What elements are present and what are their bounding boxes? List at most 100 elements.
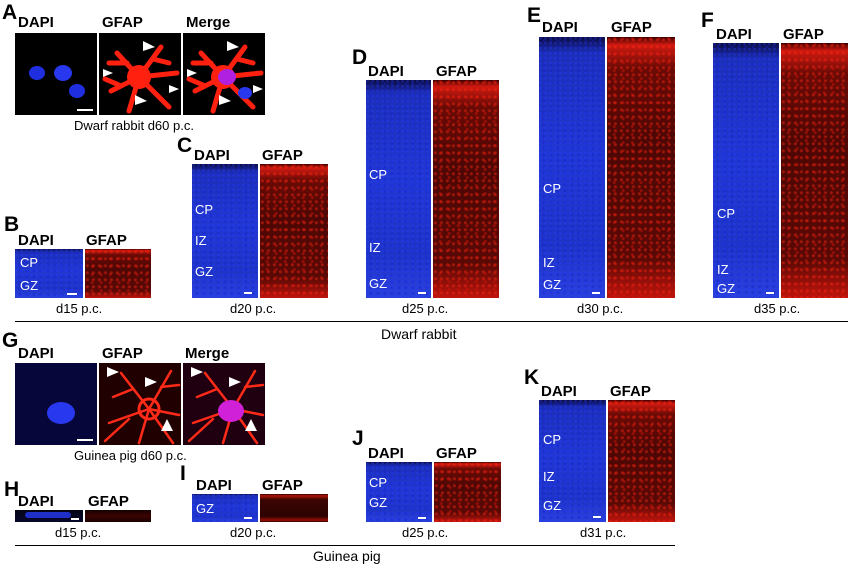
panel-b-dapi-image: CP GZ	[15, 249, 83, 298]
panel-e-dapi-image: CP IZ GZ	[539, 37, 605, 298]
panel-d-gfap-image	[433, 80, 499, 298]
panel-letter-b: B	[4, 213, 20, 236]
panel-letter-c: C	[177, 134, 193, 157]
panel-f-gfap-label: GFAP	[783, 26, 824, 43]
zone-label-gz: GZ	[196, 501, 215, 516]
panel-k-dapi-image: CP IZ GZ	[539, 400, 606, 522]
panel-letter-d: D	[352, 46, 368, 69]
zone-label-cp: CP	[195, 202, 214, 217]
panel-g-gfap-label: GFAP	[102, 345, 143, 362]
panel-g-gfap-image	[99, 363, 181, 445]
panel-i-gfap-image	[260, 494, 328, 522]
zone-label-cp: CP	[369, 167, 388, 182]
scale-bar	[592, 292, 600, 294]
zone-label-cp: CP	[543, 432, 562, 447]
panel-letter-j: J	[352, 427, 364, 450]
panel-c-dapi-image: CP IZ GZ	[192, 164, 258, 298]
panel-f-dapi-image: CP IZ GZ	[713, 43, 779, 298]
panel-h-dapi-image	[15, 510, 83, 522]
panel-c-gfap-image	[260, 164, 328, 298]
panel-a-gfap-label: GFAP	[102, 14, 143, 31]
panel-g-dapi-nucleus	[47, 402, 93, 441]
panel-g-merge-label: Merge	[185, 345, 230, 362]
zone-label-gz: GZ	[20, 278, 39, 293]
panel-j-caption: d25 p.c.	[402, 525, 449, 540]
panel-e-caption: d30 p.c.	[577, 301, 624, 316]
panel-j-gfap-image	[434, 462, 501, 522]
panel-k-gfap-image	[608, 400, 675, 522]
group-label-guinea: Guinea pig	[313, 548, 381, 564]
panel-k-caption: d31 p.c.	[580, 525, 627, 540]
panel-b-dapi-label: DAPI	[18, 232, 54, 249]
panel-d-gfap-label: GFAP	[436, 63, 477, 80]
panel-letter-e: E	[527, 4, 542, 27]
panel-f-gfap-image	[781, 43, 848, 298]
panel-i-dapi-label: DAPI	[196, 477, 232, 494]
panel-f-dapi-label: DAPI	[716, 26, 752, 43]
zone-label-gz: GZ	[543, 498, 562, 513]
panel-letter-a: A	[2, 1, 18, 24]
group-divider-rabbit	[15, 321, 848, 322]
zone-label-gz: GZ	[369, 495, 388, 510]
panel-f-caption: d35 p.c.	[754, 301, 801, 316]
panel-d-caption: d25 p.c.	[402, 301, 449, 316]
panel-g-merge-image	[183, 363, 265, 445]
panel-a-merge-image	[183, 33, 265, 115]
scale-bar	[593, 516, 601, 518]
panel-d-dapi-label: DAPI	[368, 63, 404, 80]
panel-i-gfap-label: GFAP	[262, 477, 303, 494]
panel-h-dapi-label: DAPI	[18, 493, 54, 510]
zone-label-gz: GZ	[369, 276, 388, 291]
panel-c-caption: d20 p.c.	[230, 301, 277, 316]
panel-c-dapi-label: DAPI	[194, 147, 230, 164]
panel-e-gfap-image	[607, 37, 675, 298]
panel-k-dapi-label: DAPI	[541, 383, 577, 400]
panel-b-gfap-image	[85, 249, 151, 298]
group-divider-guinea	[15, 545, 675, 546]
scale-bar	[244, 292, 252, 294]
panel-g-caption: Guinea pig d60 p.c.	[74, 448, 187, 463]
zone-label-iz: IZ	[543, 255, 555, 270]
panel-c-gfap-label: GFAP	[262, 147, 303, 164]
zone-label-cp: CP	[369, 475, 388, 490]
panel-letter-h: H	[4, 478, 20, 501]
panel-i-caption: d20 p.c.	[230, 525, 277, 540]
panel-i-dapi-image: GZ	[192, 494, 258, 522]
zone-label-iz: IZ	[717, 262, 729, 277]
panel-letter-g: G	[2, 329, 19, 352]
panel-e-gfap-label: GFAP	[611, 19, 652, 36]
panel-a-dapi-label: DAPI	[18, 14, 54, 31]
scale-bar	[418, 517, 426, 519]
zone-label-iz: IZ	[369, 240, 381, 255]
panel-g-merge-astrocyte	[187, 367, 265, 445]
panel-a-gfap-image	[99, 33, 181, 115]
zone-label-cp: CP	[543, 181, 562, 196]
panel-a-caption: Dwarf rabbit d60 p.c.	[74, 118, 194, 133]
panel-j-dapi-image: CP GZ	[366, 462, 432, 522]
zone-label-cp: CP	[20, 255, 39, 270]
panel-letter-f: F	[701, 9, 714, 32]
zone-label-iz: IZ	[543, 469, 555, 484]
panel-e-dapi-label: DAPI	[542, 19, 578, 36]
panel-a-astrocyte	[102, 41, 180, 114]
panel-h-gfap-image	[85, 510, 151, 522]
panel-letter-k: K	[524, 366, 540, 389]
zone-label-iz: IZ	[195, 233, 207, 248]
panel-g-astrocyte	[103, 367, 181, 445]
panel-a-dapi-nuclei	[29, 65, 93, 111]
panel-b-gfap-label: GFAP	[86, 232, 127, 249]
zone-label-gz: GZ	[717, 281, 736, 296]
panel-g-dapi-label: DAPI	[18, 345, 54, 362]
panel-j-gfap-label: GFAP	[436, 445, 477, 462]
zone-label-gz: GZ	[195, 264, 214, 279]
scale-bar	[244, 517, 252, 519]
zone-label-gz: GZ	[543, 277, 562, 292]
panel-g-dapi-image	[15, 363, 97, 445]
panel-d-dapi-image: CP IZ GZ	[366, 80, 431, 298]
panel-letter-i: I	[180, 462, 186, 485]
panel-h-gfap-label: GFAP	[88, 493, 129, 510]
scale-bar	[67, 293, 77, 295]
panel-b-caption: d15 p.c.	[56, 301, 103, 316]
scale-bar	[71, 518, 79, 520]
panel-a-dapi-image	[15, 33, 97, 115]
